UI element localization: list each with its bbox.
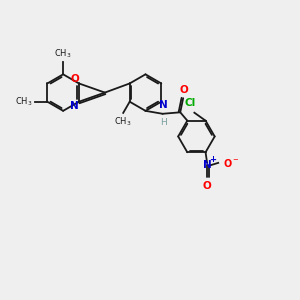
Text: Cl: Cl (185, 98, 196, 108)
Text: N: N (70, 101, 79, 111)
Text: O: O (179, 85, 188, 94)
Text: O: O (70, 74, 79, 84)
Text: CH$_3$: CH$_3$ (54, 47, 72, 60)
Text: +: + (209, 155, 216, 164)
Text: N: N (159, 100, 167, 110)
Text: H: H (160, 118, 166, 127)
Text: CH$_3$: CH$_3$ (114, 115, 132, 128)
Text: O: O (203, 181, 212, 190)
Text: N: N (203, 160, 212, 170)
Text: CH$_3$: CH$_3$ (15, 95, 33, 108)
Text: O$^-$: O$^-$ (223, 157, 239, 169)
